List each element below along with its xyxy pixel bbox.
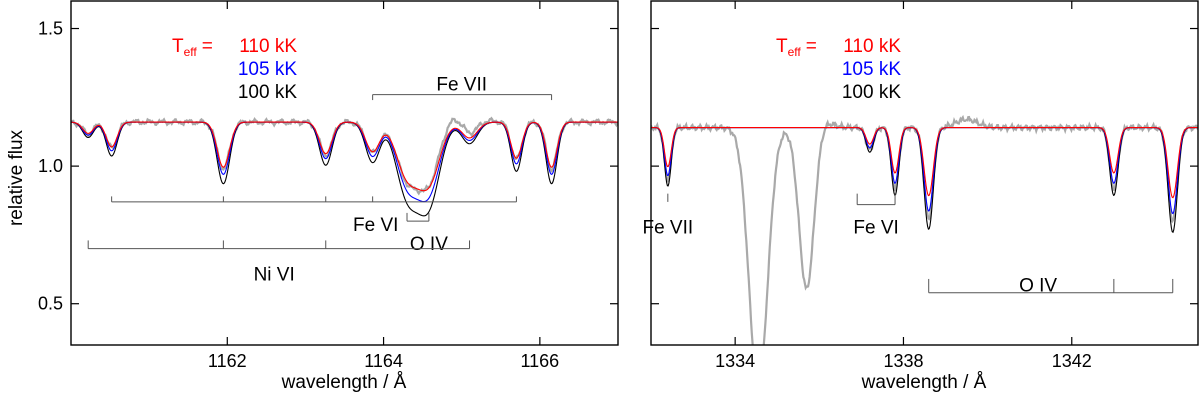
- x-tick-label: 1164: [364, 351, 403, 371]
- x-tick-label: 1162: [208, 351, 247, 371]
- x-axis-label-right: wavelength / Å: [861, 372, 987, 393]
- series-110kk: [71, 121, 618, 192]
- ion-marker-ni-vi: Ni VI: [87, 240, 471, 285]
- ion-label-ni-vi: Ni VI: [254, 264, 295, 285]
- x-tick-label: 1334: [715, 351, 755, 371]
- y-tick-label: 1.0: [38, 156, 63, 176]
- x-tick-label: 1338: [883, 351, 923, 371]
- series-110kk: [651, 127, 1198, 199]
- ion-marker-o-iv: O IV: [406, 212, 448, 255]
- ion-label-fe-vii: Fe VII: [436, 75, 487, 96]
- ion-marker-o-iv: O IV: [928, 275, 1174, 296]
- ion-marker-fe-vi: Fe VI: [111, 196, 517, 236]
- y-tick-label: 1.5: [38, 19, 63, 39]
- ion-marker-fe-vii: Fe VII: [642, 193, 693, 239]
- ion-label-o-iv: O IV: [1019, 275, 1057, 296]
- legend-right: Teff = 110 kK 105 kK 100 kK: [776, 36, 901, 103]
- panel-left: Fe VII Fe VI O IV Ni VI 1162 1164 1166 0.5 1.0 1…: [38, 0, 619, 393]
- x-tick-label: 1342: [1052, 351, 1092, 371]
- legend-entry-100kk: 100 kK: [842, 82, 901, 103]
- legend-entry-105kk: 105 kK: [842, 59, 901, 80]
- ion-label-o-iv: O IV: [410, 234, 448, 255]
- legend-entry-105kk: 105 kK: [238, 59, 297, 80]
- legend-teff-label: Teff =: [172, 36, 213, 59]
- legend-teff-label: Teff =: [776, 36, 817, 59]
- legend-left: Teff = 110 kK 105 kK 100 kK: [172, 36, 297, 103]
- ion-marker-fe-vii: Fe VII: [372, 75, 553, 101]
- x-tick-label: 1166: [520, 351, 559, 371]
- legend-entry-110kk: 110 kK: [239, 36, 297, 57]
- ion-label-fe-vii: Fe VII: [642, 218, 693, 239]
- legend-entry-110kk: 110 kK: [843, 36, 901, 57]
- ion-label-fe-vi: Fe VI: [853, 218, 898, 239]
- ion-label-fe-vi: Fe VI: [353, 215, 398, 236]
- y-tick-label: 0.5: [38, 294, 63, 314]
- y-axis-label: relative flux: [6, 129, 27, 226]
- x-axis-label-left: wavelength / Å: [281, 372, 407, 393]
- ion-marker-fe-vi: Fe VI: [853, 193, 899, 239]
- panel-right: Fe VII Fe VI O IV 1334 1338 1342 Teff = 110 k…: [642, 0, 1199, 393]
- legend-entry-100kk: 100 kK: [238, 82, 297, 103]
